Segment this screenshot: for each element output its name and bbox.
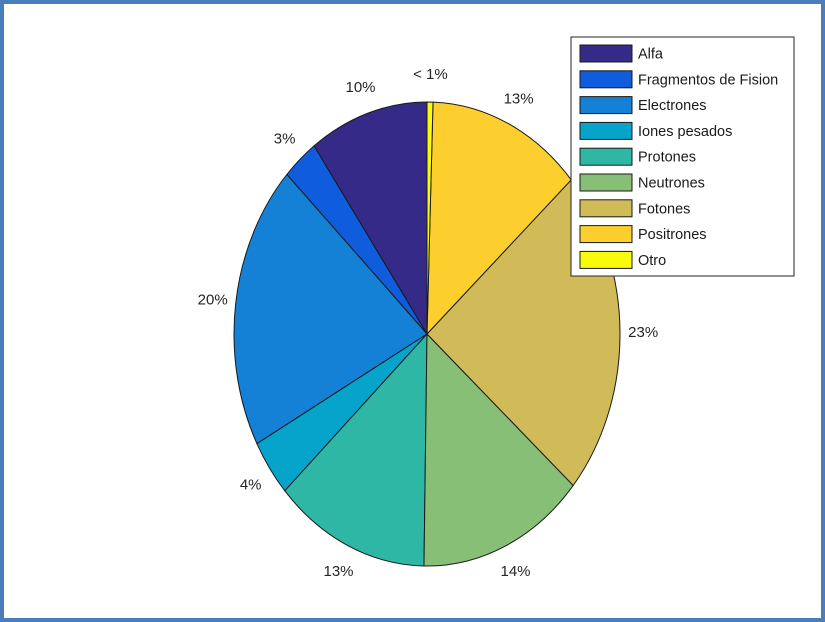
legend-swatch-alfa [579, 44, 633, 63]
legend: Alfa Fragmentos de Fision Electrones Iones … [570, 36, 795, 277]
legend-label-fotones: Fotones [638, 201, 690, 217]
legend-label-neutrones: Neutrones [638, 176, 705, 192]
percent-label-otro: < 1% [413, 66, 448, 83]
legend-label-protones: Protones [638, 150, 696, 166]
legend-swatch-positrones [579, 225, 633, 244]
percent-label-electrones: 20% [198, 292, 228, 309]
legend-swatch-iones-pesados [579, 121, 633, 140]
legend-swatch-fotones [579, 199, 633, 218]
pie-slices [233, 101, 621, 567]
percent-label-alfa: 10% [345, 79, 375, 96]
legend-label-iones-pesados: Iones pesados [638, 124, 732, 140]
percent-label-neutrones: 14% [500, 563, 530, 580]
pie-slice-alfa [313, 101, 428, 336]
legend-swatch-electrones [579, 96, 633, 115]
pie-slice-electrones [233, 173, 428, 445]
percent-label-fotones: 23% [628, 324, 658, 341]
pie-slice-neutrones [423, 332, 574, 567]
legend-swatch-fragmentos-de-fision [579, 70, 633, 89]
legend-label-fragmentos-de-fision: Fragmentos de Fision [638, 72, 778, 88]
percent-label-protones: 13% [323, 563, 353, 580]
percent-label-positrones: 13% [504, 91, 534, 108]
legend-swatch-protones [579, 147, 633, 166]
pie-percent-labels: 10% 3% 20% 4% 13% 14% 23% 13% < 1% [198, 66, 659, 580]
legend-label-electrones: Electrones [638, 98, 707, 114]
pie-slice-protones [284, 332, 428, 567]
legend-label-positrones: Positrones [638, 227, 707, 243]
percent-label-fragmentos-de-fision: 3% [274, 131, 296, 148]
pie-slice-positrones [426, 101, 572, 336]
percent-label-iones-pesados: 4% [240, 476, 262, 493]
legend-swatch-otro [579, 250, 633, 269]
legend-label-alfa: Alfa [638, 47, 664, 63]
legend-label-otro: Otro [638, 253, 666, 269]
pie-slice-otro [426, 101, 434, 335]
legend-swatch-neutrones [579, 173, 633, 192]
